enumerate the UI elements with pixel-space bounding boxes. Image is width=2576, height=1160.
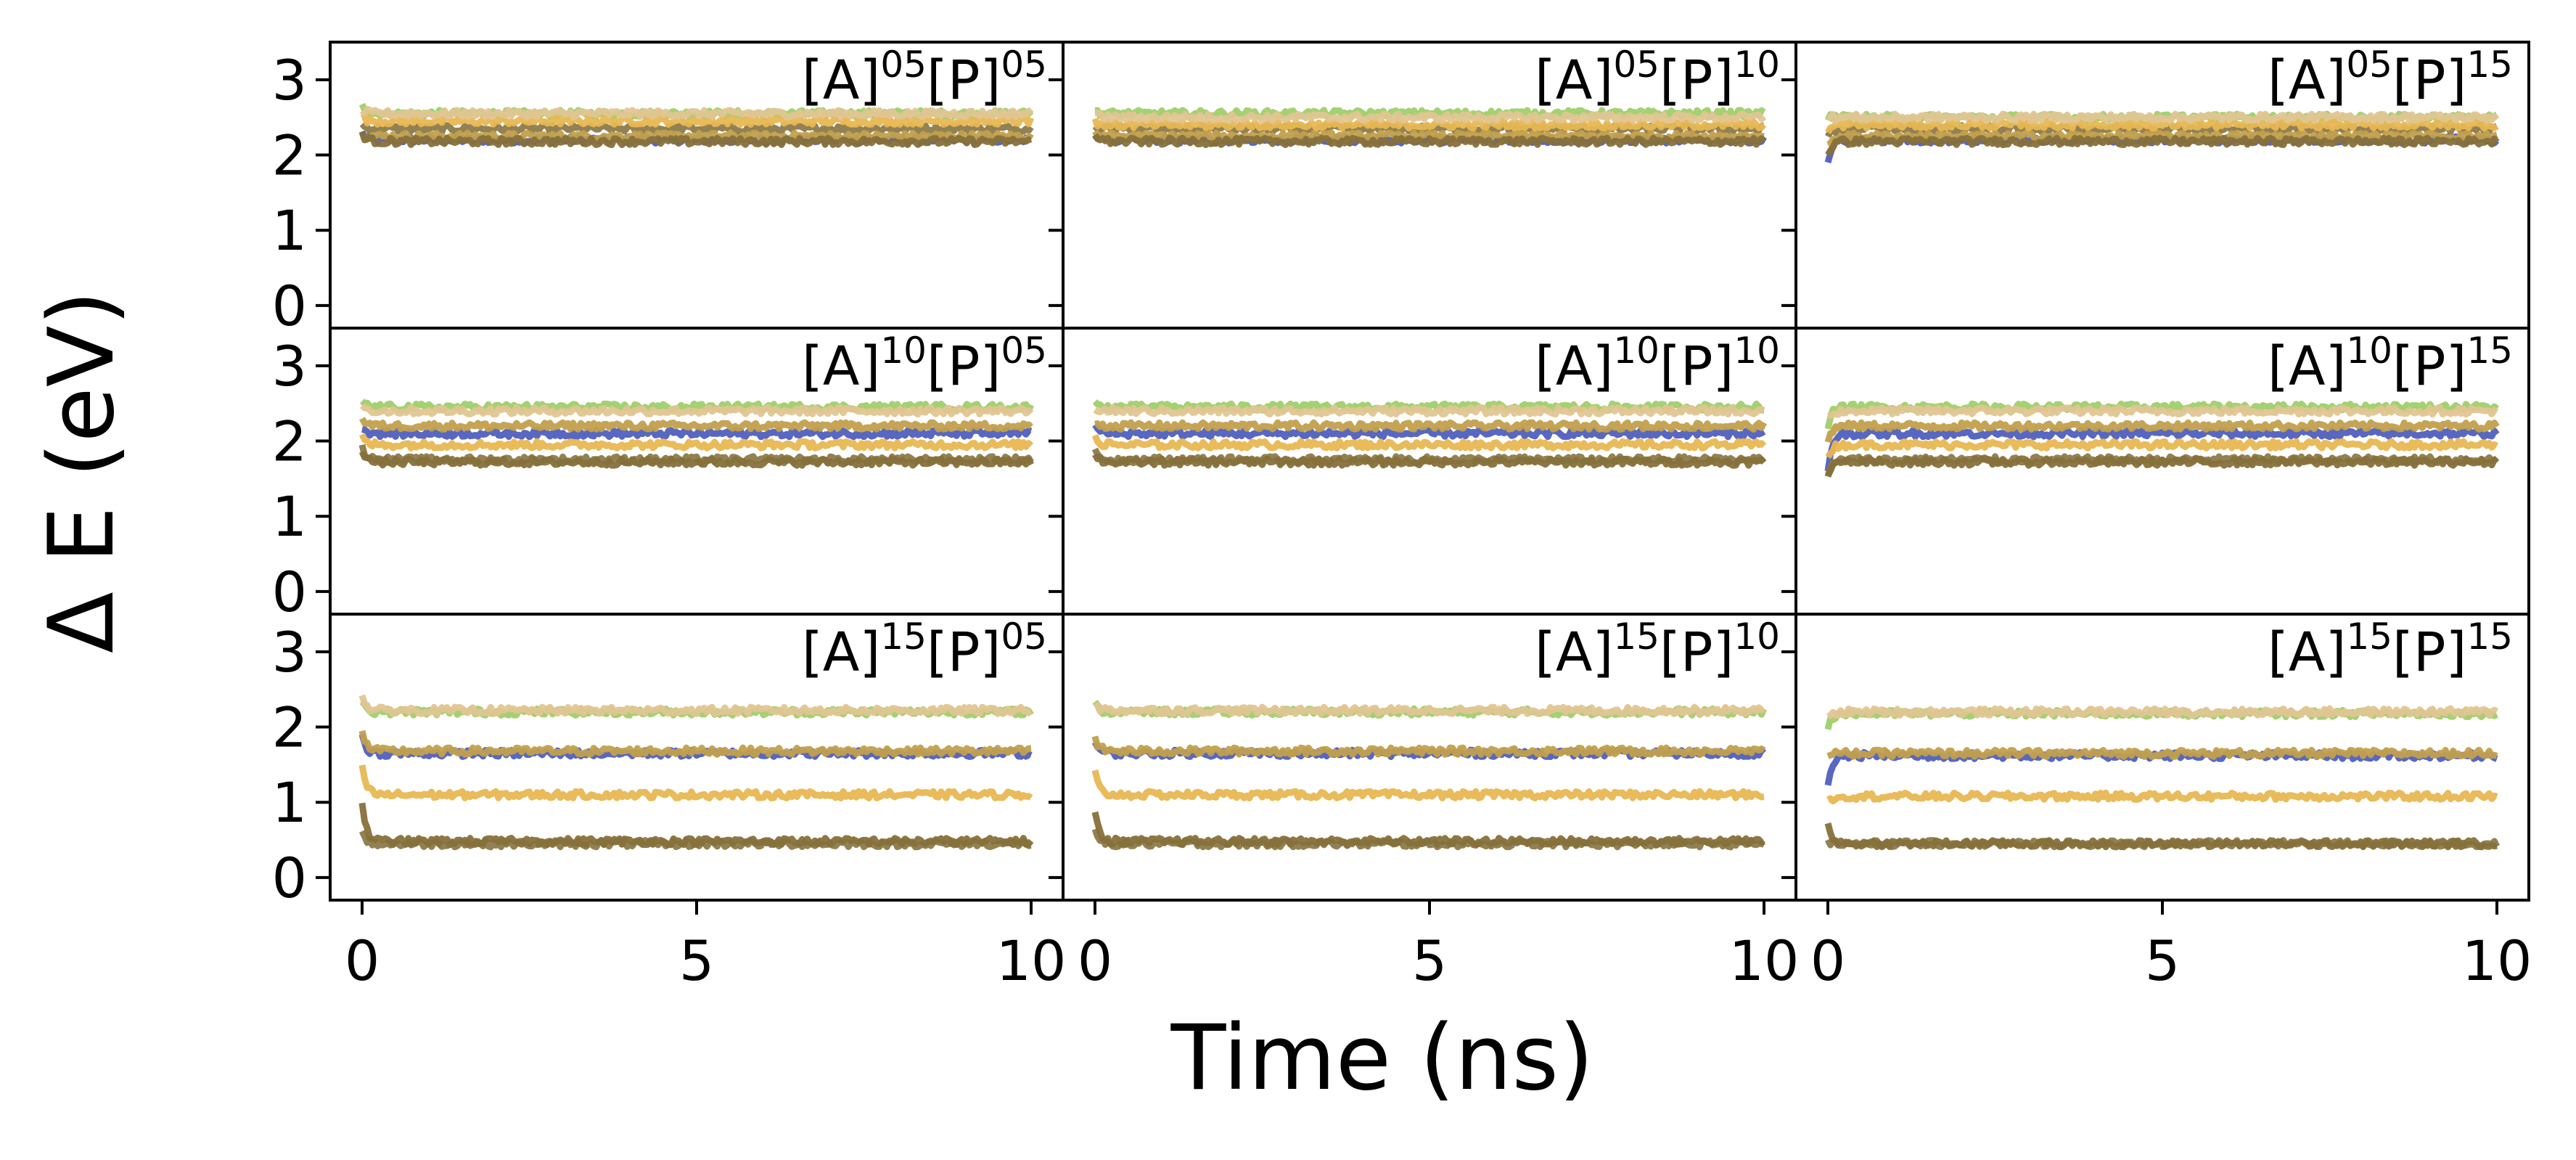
panel-label: [A]10[P]15 [2268,330,2513,398]
panel: 0 1 2 3 [A]05[P]05 [272,41,1065,338]
series-line [1824,419,2500,444]
series-group [358,694,1034,851]
series-group [358,399,1035,469]
series-line [359,403,1034,418]
series-group [1824,110,2500,164]
series-line [360,113,1035,128]
y-tick-label: 2 [272,409,307,474]
series-line [1091,811,1765,849]
x-tick-label: 0 [1810,928,1845,993]
series-line [358,450,1035,469]
x-tick-label: 10 [996,928,1067,993]
x-tick-label: 5 [679,928,714,993]
series-line [358,131,1033,148]
series-line [1091,118,1767,132]
series-line [361,425,1033,441]
y-tick-label: 0 [272,274,307,338]
panel-label: [A]10[P]05 [802,330,1047,398]
y-tick-label: 2 [272,695,307,760]
x-tick-label: 0 [345,928,380,993]
series-group [358,102,1035,148]
x-tick-label: 10 [2462,928,2532,993]
series-line [1826,746,2498,760]
series-group [1091,399,1768,469]
series-line [359,417,1033,433]
series-group [1091,699,1768,851]
series-line [360,129,1034,143]
y-tick-label: 1 [272,484,307,549]
series-line [358,433,1034,452]
series-line [1824,455,2500,478]
series-group [1091,107,1767,148]
series-line [1094,419,1768,433]
series-line [1826,110,2500,124]
series-line [358,694,1033,717]
series-line [358,764,1033,801]
y-tick-label: 1 [272,770,307,835]
series-line [1092,452,1767,469]
x-axis-title: Time (ns) [1170,1006,1594,1111]
panel: 0 1 2 3 [A]10[P]05 [272,327,1065,624]
series-line [358,802,1034,849]
series-line [1824,822,2498,851]
panel: 0 5 10 [A]15[P]15 [1781,613,2532,993]
y-tick-label: 1 [272,198,307,263]
panels-layer: 0 1 2 3 [A]05[P]05 [A]05[P]10 [A]05[P]15 0 1 2 3 [A… [272,41,2532,993]
series-line [1094,702,1766,717]
x-tick-label: 5 [2145,928,2180,993]
panel-label: [A]05[P]10 [1535,44,1780,112]
panel: 0 1 2 3 0 5 10 [A]15[P]05 [272,613,1067,993]
y-tick-label: 3 [272,334,307,399]
panel-label: [A]15[P]05 [802,616,1047,684]
series-line [1825,438,2498,459]
series-line [1091,769,1765,801]
series-line [359,121,1034,136]
y-tick-label: 0 [272,560,307,624]
y-tick-label: 0 [272,846,307,910]
panel-label: [A]10[P]10 [1535,330,1780,398]
series-line [1825,134,2500,157]
y-axis-title: Δ E (eV) [30,290,134,653]
y-tick-label: 3 [272,48,307,113]
series-line [1091,735,1766,758]
panel: [A]10[P]15 [1781,327,2530,616]
series-line [1824,427,2500,472]
series-line [1093,404,1765,418]
series-line [1826,705,2498,720]
panel: [A]10[P]10 [1049,327,1797,616]
series-line [1094,110,1767,124]
series-line [1827,404,2499,420]
series-line [1092,422,1766,441]
x-tick-label: 5 [1412,928,1447,993]
series-group [1824,705,2501,851]
panel-label: [A]15[P]15 [2268,616,2513,684]
series-group [1824,400,2500,478]
x-tick-label: 10 [1729,928,1800,993]
series-line [1091,433,1767,452]
y-tick-label: 3 [272,620,307,685]
x-tick-label: 0 [1078,928,1112,993]
series-line [359,105,1034,121]
panel: [A]05[P]15 [1781,41,2530,330]
panel-label: [A]15[P]10 [1535,616,1780,684]
series-line [358,730,1032,758]
panel: [A]05[P]10 [1049,41,1797,330]
panel: 0 5 10 [A]15[P]10 [1049,613,1800,993]
panel-label: [A]05[P]05 [802,44,1047,112]
series-line [1092,133,1766,148]
panel-label: [A]05[P]15 [2268,44,2513,112]
y-tick-label: 2 [272,123,307,188]
series-line [1826,789,2498,805]
series-line [1825,118,2499,134]
